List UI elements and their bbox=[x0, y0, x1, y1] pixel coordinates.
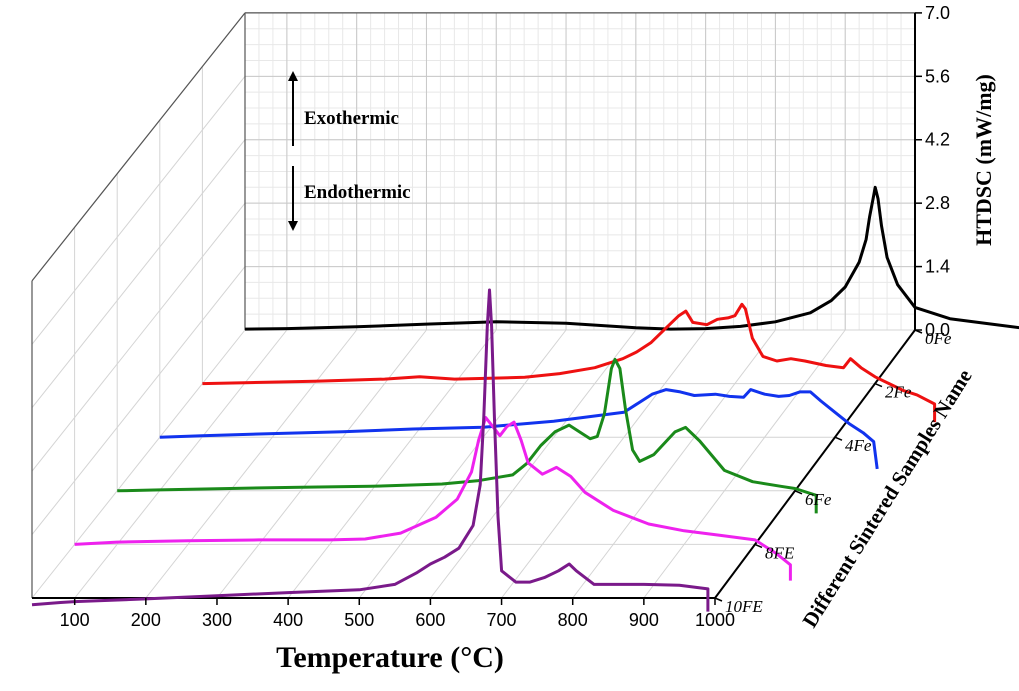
z-tick bbox=[714, 597, 723, 602]
z-axis-line bbox=[714, 329, 916, 599]
z-tick bbox=[834, 436, 843, 441]
series-line-4fe bbox=[159, 388, 879, 470]
z-tick bbox=[874, 382, 883, 388]
x-tick-label: 500 bbox=[344, 610, 374, 630]
gridline-left-wall bbox=[31, 202, 246, 472]
z-tick bbox=[914, 329, 923, 334]
z-tick-label: 8FE bbox=[765, 543, 795, 562]
z-tick bbox=[794, 490, 803, 495]
x-tick-label: 900 bbox=[629, 610, 659, 630]
y-tick-label: 7.0 bbox=[925, 3, 950, 23]
x-tick-label: 400 bbox=[273, 610, 303, 630]
y-tick-label: 4.2 bbox=[925, 130, 950, 150]
z-tick bbox=[754, 543, 763, 549]
gridline-floor bbox=[501, 329, 707, 599]
y-tick-label: 5.6 bbox=[925, 66, 950, 86]
z-tick-label: 10FE bbox=[725, 597, 763, 616]
gridline-left-wall bbox=[31, 329, 246, 599]
y-tick-label: 1.4 bbox=[925, 257, 950, 277]
gridline-floor bbox=[572, 329, 776, 599]
y-axis-title: HTDSC (mW/mg) bbox=[971, 74, 996, 246]
x-tick-label: 200 bbox=[131, 610, 161, 630]
annotation-endothermic: Endothermic bbox=[288, 166, 411, 231]
series-line-0fe bbox=[244, 185, 1019, 331]
z-tick-label: 4Fe bbox=[845, 436, 872, 455]
gridline-floor bbox=[216, 329, 427, 599]
series-line-10fe bbox=[31, 288, 710, 612]
x-tick-label: 1000 bbox=[695, 610, 735, 630]
x-tick-label: 700 bbox=[487, 610, 517, 630]
gridline-left-wall bbox=[31, 139, 246, 409]
endothermic-label: Endothermic bbox=[304, 182, 411, 203]
z-tick-label: 2Fe bbox=[885, 383, 912, 402]
series-line-6fe bbox=[117, 357, 818, 514]
exothermic-label: Exothermic bbox=[304, 108, 399, 129]
gridline-floor bbox=[145, 329, 358, 599]
x-tick-label: 300 bbox=[202, 610, 232, 630]
tick-labels: 0.0 1.4 2.8 4.2 5.6 7.0 100 200 300 400 500 600 700 8… bbox=[60, 3, 952, 630]
y-tick-label: 2.8 bbox=[925, 193, 950, 213]
series-line-2fe bbox=[202, 302, 937, 423]
x-tick-label: 800 bbox=[558, 610, 588, 630]
axes-frame bbox=[31, 12, 916, 599]
x-tick-label: 100 bbox=[60, 610, 90, 630]
series-group bbox=[31, 185, 1019, 612]
grid bbox=[31, 12, 916, 599]
gridline-floor bbox=[287, 329, 497, 599]
gridline-left-wall bbox=[31, 76, 246, 345]
series-line-8fe bbox=[74, 416, 792, 581]
x-axis-title: Temperature (°C) bbox=[276, 641, 504, 674]
top-left-edge bbox=[31, 12, 246, 282]
gridline-left-wall bbox=[31, 266, 246, 535]
gridline-floor bbox=[358, 329, 567, 599]
z-tick-label: 6Fe bbox=[805, 490, 832, 509]
z-tick-label: 0Fe bbox=[925, 329, 952, 348]
annotation-exothermic: Exothermic bbox=[288, 71, 399, 146]
gridline-floor bbox=[643, 329, 846, 599]
x-tick-label: 600 bbox=[415, 610, 445, 630]
gridline-floor bbox=[74, 329, 288, 599]
y-tick-label: 0.0 bbox=[925, 320, 950, 340]
gridline-floor bbox=[430, 329, 637, 599]
